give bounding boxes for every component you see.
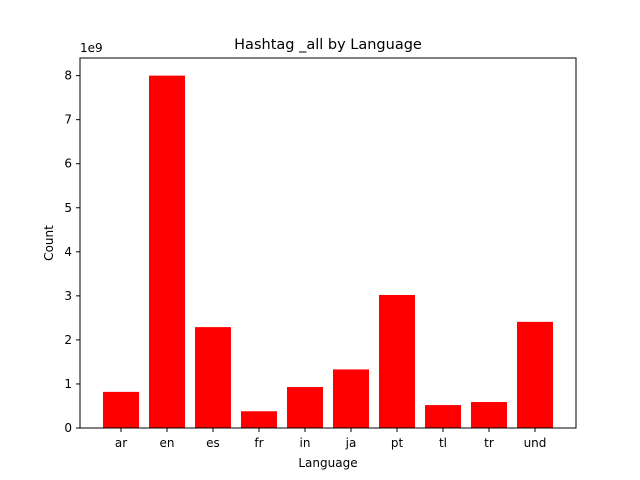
bar-pt: [379, 294, 415, 428]
x-tick-label-pt: pt: [391, 436, 404, 450]
y-tick-label-0: 0: [64, 421, 72, 435]
x-tick-label-tl: tl: [439, 436, 447, 450]
bar-tr: [471, 402, 507, 428]
y-axis-label: Count: [42, 225, 56, 261]
y-tick-label-7: 7: [64, 113, 72, 127]
bar-en: [149, 75, 185, 428]
x-tick-label-tr: tr: [484, 436, 494, 450]
bars-group: [103, 75, 553, 428]
chart-title: Hashtag _all by Language: [234, 37, 422, 53]
x-tick-label-ar: ar: [115, 436, 127, 450]
plot-frame: [79, 57, 577, 429]
x-tick-label-es: es: [206, 436, 220, 450]
bar-es: [195, 327, 231, 428]
y-tick-label-8: 8: [64, 69, 72, 83]
x-tick-label-fr: fr: [254, 436, 263, 450]
y-tick-label-1: 1: [64, 377, 72, 391]
y-tick-label-6: 6: [64, 157, 72, 171]
bar-in: [287, 387, 323, 428]
bar-und: [517, 321, 553, 428]
y-axis-offset-label: 1e9: [80, 41, 103, 55]
x-tick-label-und: und: [524, 436, 547, 450]
x-tick-label-en: en: [160, 436, 175, 450]
y-tick-label-3: 3: [64, 289, 72, 303]
bar-fr: [241, 411, 277, 428]
x-tick-label-ja: ja: [345, 436, 357, 450]
y-tick-label-5: 5: [64, 201, 72, 215]
bar-ja: [333, 369, 369, 428]
y-tick-label-4: 4: [64, 245, 72, 259]
x-ticks-group: ar en es fr in ja pt tl tr und: [115, 428, 547, 450]
y-tick-label-2: 2: [64, 333, 72, 347]
y-ticks-group: 0 1 2 3 4 5 6 7 8: [64, 69, 80, 435]
x-tick-label-in: in: [300, 436, 311, 450]
bar-tl: [425, 405, 461, 428]
x-axis-label: Language: [298, 456, 357, 470]
bar-ar: [103, 391, 139, 428]
